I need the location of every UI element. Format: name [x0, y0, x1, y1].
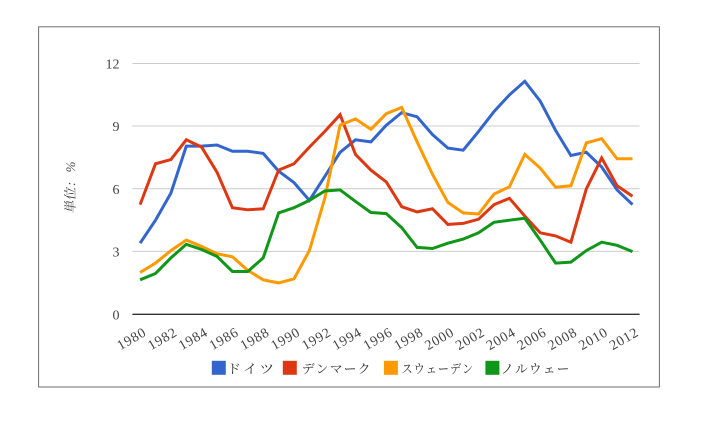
svg-text:6: 6	[113, 183, 120, 198]
svg-text:9: 9	[113, 120, 120, 135]
svg-text:3: 3	[113, 246, 120, 261]
svg-text:0: 0	[113, 308, 120, 323]
svg-text:12: 12	[106, 58, 120, 73]
svg-text:%: %	[63, 160, 78, 174]
svg-text::: :	[63, 181, 78, 187]
